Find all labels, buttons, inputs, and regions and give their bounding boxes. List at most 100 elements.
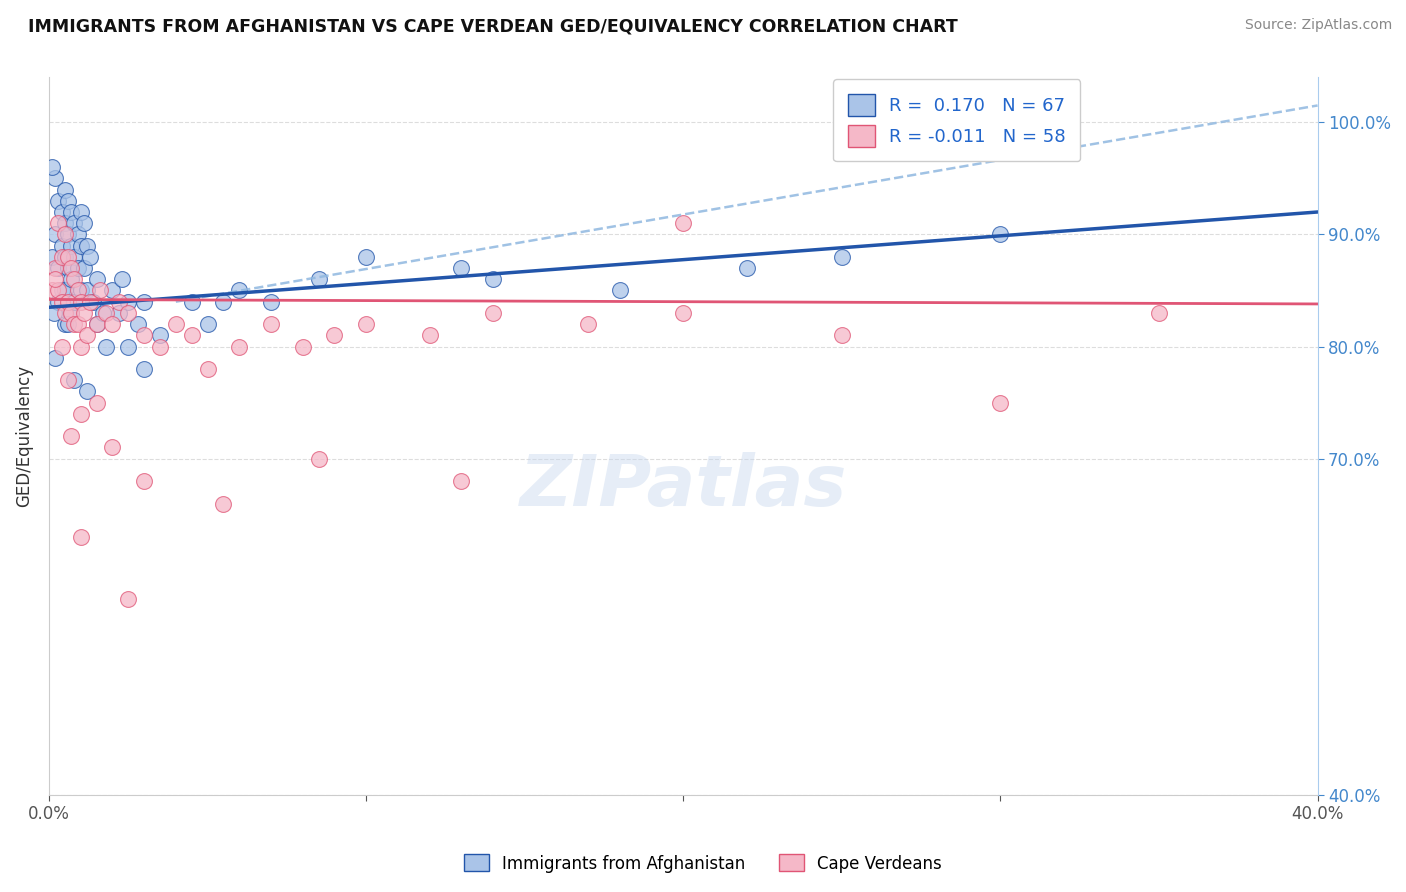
Point	[66, 227, 89, 242]
Text: ZIPatlas: ZIPatlas	[520, 452, 846, 521]
Point	[180, 328, 202, 343]
Point	[76, 384, 98, 399]
Point	[831, 328, 853, 343]
Point	[41, 284, 63, 298]
Point	[101, 284, 124, 298]
Point	[69, 284, 91, 298]
Point	[63, 272, 86, 286]
Point	[51, 284, 73, 298]
Point	[76, 328, 98, 343]
Point	[60, 429, 83, 443]
Point	[44, 261, 66, 276]
Point	[79, 294, 101, 309]
Point	[107, 306, 129, 320]
Point	[180, 294, 202, 309]
Point	[990, 227, 1012, 242]
Point	[63, 216, 86, 230]
Point	[86, 272, 108, 286]
Point	[86, 317, 108, 331]
Point	[86, 395, 108, 409]
Point	[76, 284, 98, 298]
Point	[86, 317, 108, 331]
Point	[41, 250, 63, 264]
Point	[73, 216, 96, 230]
Point	[41, 160, 63, 174]
Point	[82, 294, 104, 309]
Point	[672, 216, 695, 230]
Point	[149, 340, 172, 354]
Point	[260, 294, 283, 309]
Point	[101, 317, 124, 331]
Point	[134, 294, 156, 309]
Point	[56, 227, 79, 242]
Point	[91, 306, 114, 320]
Point	[197, 362, 219, 376]
Point	[53, 183, 76, 197]
Point	[134, 474, 156, 488]
Point	[56, 261, 79, 276]
Point	[323, 328, 346, 343]
Point	[53, 284, 76, 298]
Point	[419, 328, 441, 343]
Point	[51, 238, 73, 252]
Point	[450, 261, 472, 276]
Point	[76, 238, 98, 252]
Point	[69, 294, 91, 309]
Point	[990, 395, 1012, 409]
Point	[735, 261, 758, 276]
Point	[117, 340, 139, 354]
Point	[51, 340, 73, 354]
Point	[60, 306, 83, 320]
Point	[44, 227, 66, 242]
Point	[111, 272, 134, 286]
Point	[212, 496, 235, 510]
Point	[44, 171, 66, 186]
Point	[66, 317, 89, 331]
Point	[51, 294, 73, 309]
Point	[56, 373, 79, 387]
Point	[228, 284, 250, 298]
Point	[51, 250, 73, 264]
Point	[69, 340, 91, 354]
Point	[308, 272, 330, 286]
Point	[482, 306, 505, 320]
Point	[48, 294, 70, 309]
Point	[69, 205, 91, 219]
Point	[53, 306, 76, 320]
Point	[51, 205, 73, 219]
Point	[69, 530, 91, 544]
Point	[89, 284, 111, 298]
Point	[1147, 306, 1170, 320]
Point	[308, 451, 330, 466]
Text: Source: ZipAtlas.com: Source: ZipAtlas.com	[1244, 18, 1392, 32]
Point	[107, 294, 129, 309]
Point	[53, 216, 76, 230]
Point	[197, 317, 219, 331]
Legend: Immigrants from Afghanistan, Cape Verdeans: Immigrants from Afghanistan, Cape Verdea…	[457, 847, 949, 880]
Point	[117, 306, 139, 320]
Point	[672, 306, 695, 320]
Point	[165, 317, 187, 331]
Point	[69, 238, 91, 252]
Point	[44, 272, 66, 286]
Point	[56, 250, 79, 264]
Y-axis label: GED/Equivalency: GED/Equivalency	[15, 365, 32, 508]
Point	[134, 328, 156, 343]
Point	[94, 306, 117, 320]
Point	[48, 194, 70, 208]
Point	[48, 216, 70, 230]
Point	[354, 317, 377, 331]
Point	[609, 284, 631, 298]
Point	[60, 261, 83, 276]
Point	[149, 328, 172, 343]
Point	[73, 306, 96, 320]
Point	[53, 250, 76, 264]
Point	[63, 373, 86, 387]
Point	[260, 317, 283, 331]
Point	[228, 340, 250, 354]
Point	[63, 294, 86, 309]
Point	[482, 272, 505, 286]
Point	[63, 250, 86, 264]
Point	[101, 441, 124, 455]
Point	[73, 261, 96, 276]
